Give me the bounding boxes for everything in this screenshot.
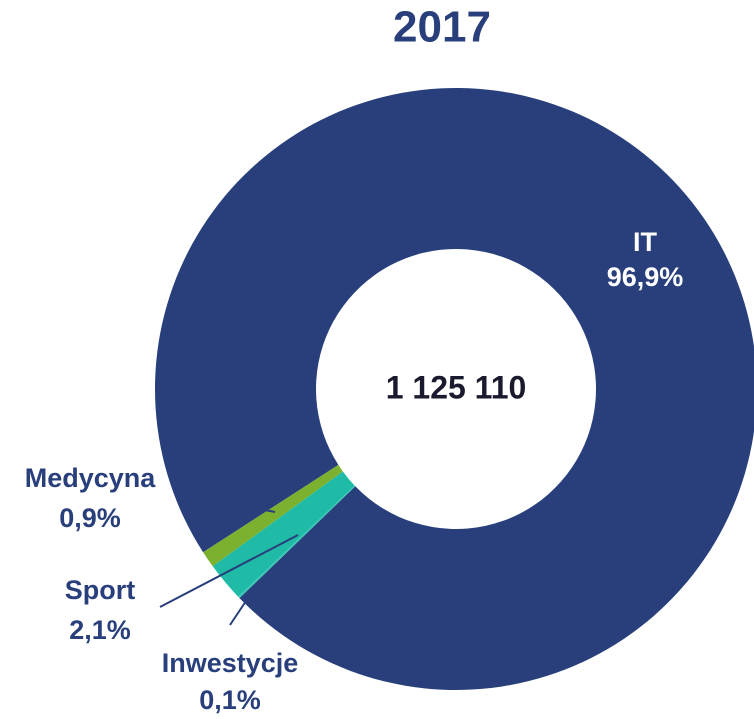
slice-name: Sport	[65, 575, 136, 605]
slice-value-label: 2,1%	[69, 615, 131, 645]
leader-line	[159, 534, 299, 608]
slice-value-label: 0,9%	[59, 503, 121, 533]
slice-value-label: 0,1%	[199, 685, 261, 715]
slice-name: Inwestycje	[162, 648, 299, 678]
leader-line	[229, 594, 251, 626]
slice-name: IT	[633, 227, 658, 257]
donut-slice	[154, 88, 754, 690]
donut-slice	[203, 464, 343, 567]
chart-title: 2017	[393, 3, 491, 52]
leader-line	[179, 492, 276, 513]
slice-name: Medycyna	[25, 463, 157, 493]
donut-slice	[212, 471, 355, 597]
slice-value-label: 96,9%	[607, 262, 684, 292]
donut-slice	[238, 485, 356, 599]
center-label: 1 125 110	[386, 369, 527, 405]
